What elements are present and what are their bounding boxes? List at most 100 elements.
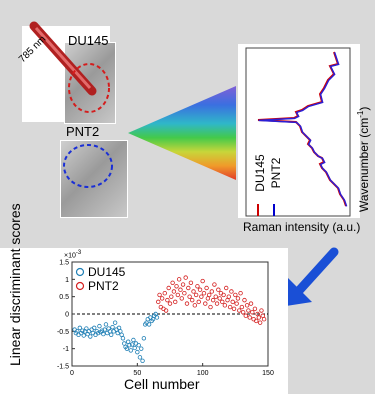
data-point-pnt2 (226, 294, 231, 299)
data-point-du145 (137, 355, 143, 360)
data-point-du145 (81, 333, 86, 338)
data-point-pnt2 (182, 291, 187, 296)
spectrum-ylabel-text: Wavenumber (cm (357, 117, 371, 212)
arrow-icon (286, 247, 339, 306)
data-point-pnt2 (212, 282, 217, 287)
data-point-pnt2 (166, 285, 171, 291)
data-point-pnt2 (257, 320, 263, 325)
data-point-du145 (129, 342, 135, 347)
spectrum-ylabel-end: ) (357, 106, 371, 111)
y-tick-label: 1 (65, 277, 69, 284)
data-point-du145 (141, 336, 147, 341)
data-point-du145 (84, 326, 89, 331)
scatter-xlabel: Cell number (124, 376, 200, 392)
data-point-pnt2 (167, 301, 173, 306)
data-point-pnt2 (190, 297, 195, 303)
data-point-du145 (101, 331, 106, 337)
data-point-pnt2 (174, 284, 179, 289)
data-point-pnt2 (238, 291, 243, 296)
data-point-du145 (97, 323, 102, 329)
data-point-du145 (103, 322, 109, 327)
legend-du145: DU145 (253, 154, 267, 192)
data-point-du145 (95, 330, 101, 336)
data-point-pnt2 (179, 296, 184, 301)
data-point-du145 (146, 322, 152, 327)
data-point-pnt2 (157, 292, 162, 298)
data-point-pnt2 (239, 304, 245, 310)
spectrum-triangle (128, 86, 236, 180)
data-point-du145 (88, 334, 93, 339)
data-point-pnt2 (165, 297, 170, 303)
data-point-du145 (132, 345, 137, 351)
x-tick-label: 100 (197, 370, 209, 377)
spectrum-plot (245, 47, 351, 217)
cell1-label: DU145 (68, 33, 109, 48)
data-point-pnt2 (208, 304, 213, 310)
cell2-label: PNT2 (66, 124, 100, 139)
data-point-pnt2 (210, 297, 216, 303)
data-point-pnt2 (246, 308, 251, 313)
data-point-pnt2 (248, 301, 254, 306)
data-point-du145 (127, 342, 132, 348)
y-tick-label: -1 (63, 346, 69, 353)
data-point-du145 (135, 349, 140, 355)
data-point-pnt2 (206, 292, 212, 298)
legend-label-pnt2: PNT2 (88, 279, 119, 293)
data-point-du145 (112, 320, 118, 325)
legend-marker-pnt2 (75, 281, 85, 291)
data-point-du145 (78, 330, 84, 336)
data-point-pnt2 (247, 315, 252, 320)
data-point-pnt2 (230, 299, 235, 305)
data-point-du145 (108, 332, 114, 337)
data-point-pnt2 (171, 289, 177, 294)
data-point-pnt2 (175, 292, 181, 298)
x-tick-label: 50 (133, 370, 141, 377)
laser-beam (29, 21, 110, 113)
data-point-du145 (92, 325, 97, 331)
data-point-pnt2 (229, 289, 234, 294)
data-point-pnt2 (216, 287, 221, 292)
ymult-exp: -3 (75, 250, 82, 256)
data-point-pnt2 (204, 285, 209, 291)
data-point-du145 (154, 315, 160, 320)
spectrum-line-pnt2 (258, 52, 348, 207)
data-point-pnt2 (191, 289, 196, 294)
y-tick-label: 0 (65, 312, 69, 319)
data-point-pnt2 (188, 280, 194, 285)
spectrum-ylabel-exp: -1 (356, 110, 365, 118)
data-point-pnt2 (200, 278, 205, 284)
spectrum-ylabel: Wavenumber (cm-1) (356, 92, 372, 212)
data-point-pnt2 (193, 292, 199, 298)
data-point-du145 (140, 358, 145, 363)
scatter-ylabel: Linear discriminant scores (7, 203, 23, 366)
data-point-du145 (120, 336, 126, 341)
ymult-text: ×10 (64, 252, 76, 260)
spectrum-panel (238, 44, 360, 218)
data-point-pnt2 (237, 308, 242, 313)
data-point-pnt2 (213, 294, 218, 299)
data-point-pnt2 (250, 310, 255, 315)
legend-pnt2: PNT2 (269, 157, 283, 189)
data-point-pnt2 (192, 303, 198, 308)
data-point-pnt2 (227, 304, 233, 310)
data-point-du145 (131, 337, 136, 343)
data-point-pnt2 (252, 306, 258, 311)
data-point-pnt2 (209, 289, 215, 294)
data-point-pnt2 (199, 294, 204, 299)
data-point-pnt2 (220, 299, 225, 305)
data-point-pnt2 (197, 287, 203, 292)
y-tick-label: 0.5 (59, 294, 69, 301)
data-point-pnt2 (261, 316, 267, 322)
x-tick-label: 150 (262, 370, 274, 377)
data-point-pnt2 (173, 299, 178, 305)
data-point-pnt2 (254, 318, 259, 324)
legend-label-du145: DU145 (88, 265, 126, 279)
data-point-pnt2 (169, 294, 174, 299)
data-point-pnt2 (163, 308, 169, 313)
y-tick-label: -0.5 (57, 329, 69, 336)
data-point-pnt2 (187, 294, 192, 299)
x-tick-label: 0 (70, 370, 74, 377)
data-point-pnt2 (222, 303, 228, 308)
data-point-pnt2 (244, 303, 250, 308)
data-point-pnt2 (203, 301, 208, 306)
